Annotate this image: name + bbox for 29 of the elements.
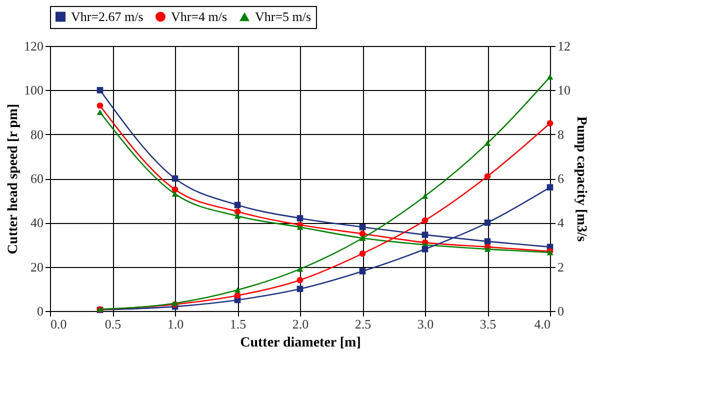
legend-label: Vhr=4 m/s (171, 8, 228, 24)
y2-tick-label: 6 (558, 171, 564, 186)
x-tick-label: 1.5 (230, 316, 246, 332)
y2-axis-title: Pump capacity [m3/s (574, 116, 588, 242)
x-axis-title: Cutter diameter [m] (240, 336, 361, 350)
y2-tick-label: 2 (558, 259, 564, 274)
y2-tick-label: 8 (558, 126, 564, 142)
x-tick-label: 2.5 (354, 316, 372, 332)
y2-tick-label: 10 (558, 82, 570, 98)
y-tick-label: 40 (30, 215, 44, 230)
y2-tick-label: 0 (558, 304, 564, 318)
y-tick-label: 0 (37, 304, 44, 318)
x-tick-label: 0.0 (50, 316, 67, 332)
x-tick-label: 3.5 (480, 316, 496, 332)
y-tick-label: 60 (30, 171, 44, 186)
y-tick-label: 20 (30, 259, 44, 274)
y-tick-label: 120 (24, 38, 44, 54)
y-axis-title: Cutter head speed [r pm] (6, 104, 21, 254)
y-tick-label: 80 (30, 126, 44, 142)
y2-tick-label: 4 (558, 215, 564, 230)
x-tick-label: 4.0 (534, 316, 550, 332)
x-tick-label: 3.0 (417, 316, 434, 332)
x-tick-label: 0.5 (104, 316, 122, 332)
legend-label: Vhr=5 m/s (255, 8, 312, 24)
x-tick-label: 1.0 (167, 316, 184, 332)
x-tick-label: 2.0 (292, 316, 309, 332)
y2-tick-label: 12 (558, 38, 570, 54)
legend-label: Vhr=2.67 m/s (71, 8, 144, 24)
y-tick-label: 100 (24, 82, 44, 98)
